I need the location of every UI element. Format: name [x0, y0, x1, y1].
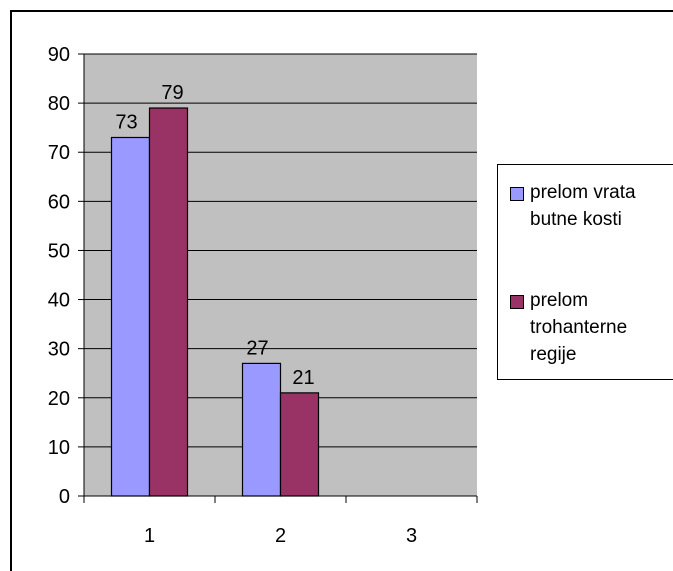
data-label-series-2-cat-1: 79: [161, 82, 183, 104]
bar-series-1-cat-2: [241, 362, 282, 497]
legend-item-series-1: prelom vrata butne kosti: [510, 179, 670, 233]
y-tick-label-20: 20: [48, 388, 70, 410]
legend-label-series-1: prelom vrata butne kosti: [530, 182, 636, 230]
y-tick-label-30: 30: [48, 339, 70, 361]
plot-area: 0 10 20 30 40 50 60 70 80 90 1 2 3 73 27 79 21: [48, 44, 478, 547]
y-tick-label-40: 40: [48, 290, 70, 312]
legend-swatch-series-1: [510, 187, 524, 201]
y-tick-label-90: 90: [48, 44, 70, 66]
y-tick-label-0: 0: [59, 486, 70, 508]
y-tick-label-60: 60: [48, 191, 70, 213]
legend-label-series-2: prelom trohanterne regije: [530, 290, 628, 365]
y-tick-label-70: 70: [48, 142, 70, 164]
x-tick-label-2: 2: [275, 525, 286, 547]
legend-item-series-2: prelom trohanterne regije: [510, 287, 670, 368]
data-label-series-1-cat-2: 27: [246, 337, 268, 359]
y-tick-label-80: 80: [48, 93, 70, 115]
data-label-series-1-cat-1: 73: [115, 111, 137, 133]
bar-series-2-cat-2: [279, 392, 320, 497]
bar-series-2-cat-1: [148, 107, 189, 497]
data-label-series-2-cat-2: 21: [292, 367, 314, 389]
y-tick-label-50: 50: [48, 240, 70, 262]
bar-series-1-cat-1: [110, 136, 151, 497]
x-tick-label-1: 1: [144, 525, 155, 547]
legend-swatch-series-2: [510, 295, 524, 309]
legend: prelom vrata butne kosti prelom trohante…: [497, 164, 673, 380]
y-tick-label-10: 10: [48, 437, 70, 459]
x-tick-label-3: 3: [406, 525, 417, 547]
